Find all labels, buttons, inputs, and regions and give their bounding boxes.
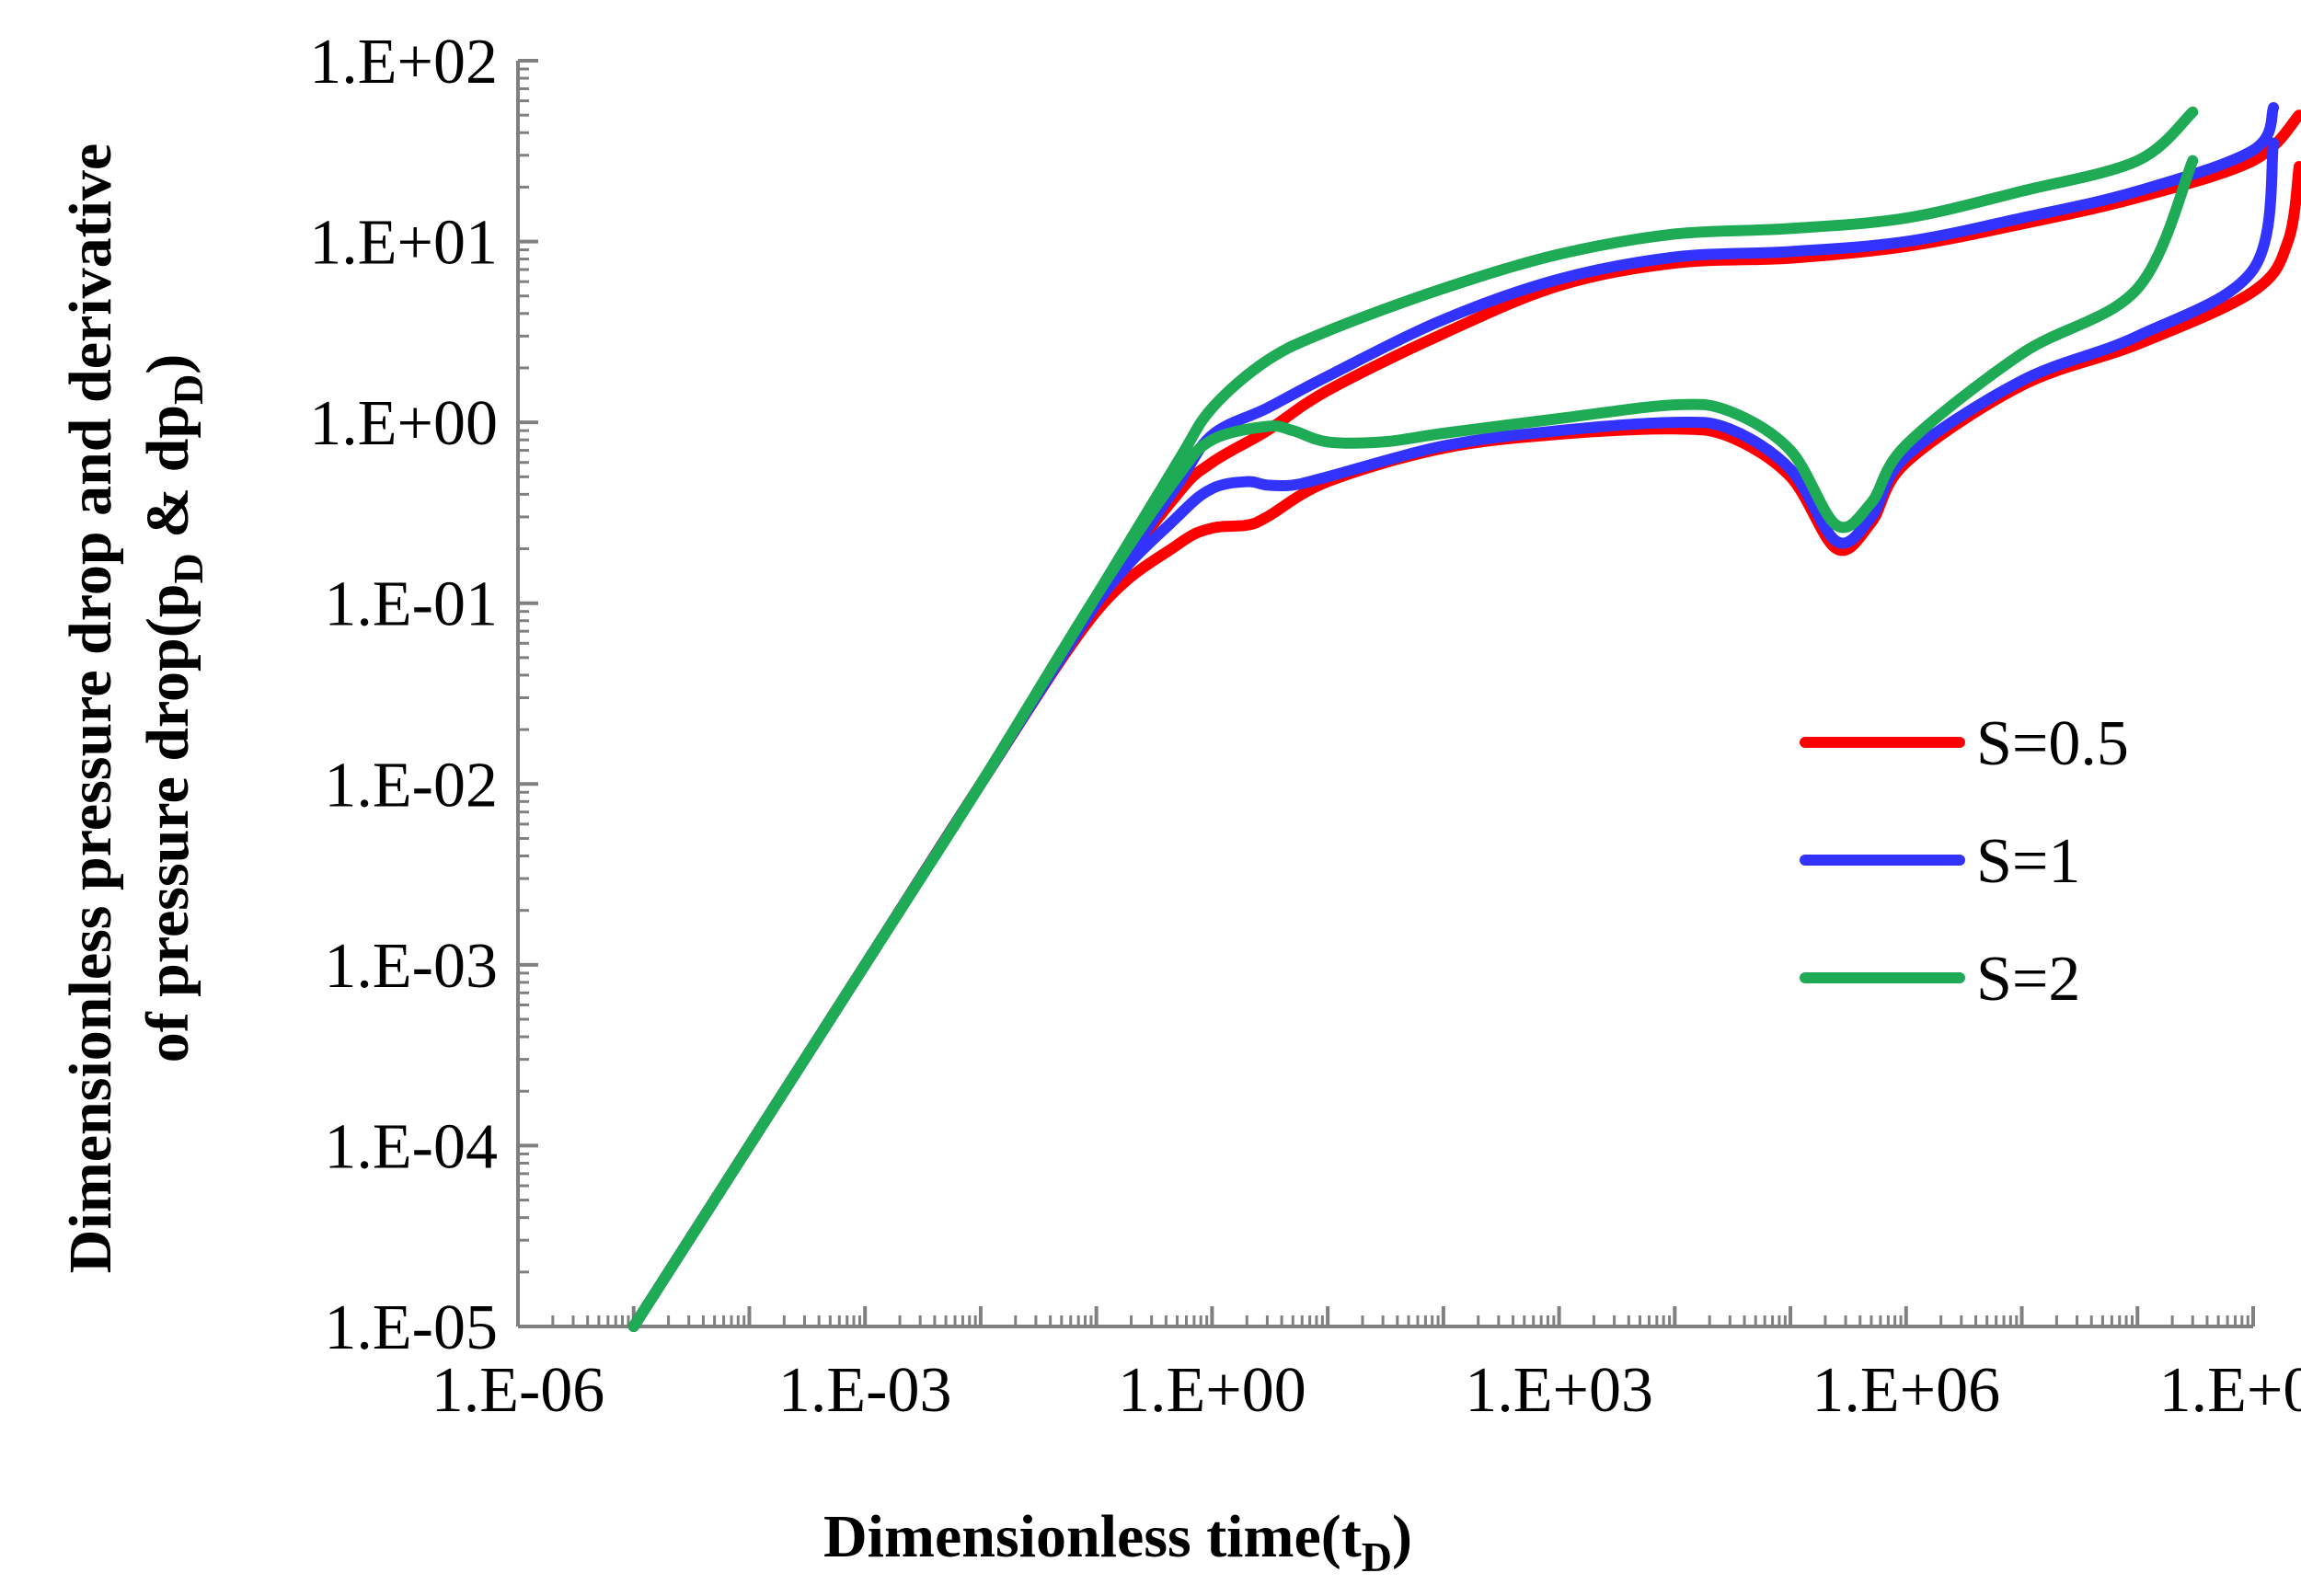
x-axis: 1.E-06 1.E-03 1.E+00 1.E+03 1.E+06 1.E+09 xyxy=(431,1306,2301,1426)
y-tick-label: 1.E+00 xyxy=(309,388,498,459)
y-tick-label: 1.E+01 xyxy=(309,208,498,279)
x-tick-label: 1.E+03 xyxy=(1465,1355,1653,1426)
legend-label-s-2: S=2 xyxy=(1976,944,2080,1015)
y-axis-title: Dimensionless pressure drop and derivati… xyxy=(57,144,212,1273)
legend-label-s-0-5: S=0.5 xyxy=(1976,708,2129,779)
series-group xyxy=(627,102,2301,1332)
x-axis-title: Dimensionless time(tD) xyxy=(823,1503,1412,1580)
y-axis: 1.E-05 1.E-04 1.E-03 1.E-02 1.E-01 1.E+00 1.E+… xyxy=(309,27,538,1363)
x-tick-label: 1.E+09 xyxy=(2159,1355,2301,1426)
y-tick-label: 1.E-02 xyxy=(324,750,498,821)
y-tick-label: 1.E-05 xyxy=(324,1292,498,1363)
legend-label-s-1: S=1 xyxy=(1976,826,2080,897)
x-tick-label: 1.E-06 xyxy=(431,1355,605,1426)
y-tick-label: 1.E-04 xyxy=(324,1111,498,1182)
y-axis-title-line1: Dimensionless pressure drop and derivati… xyxy=(57,144,124,1273)
x-tick-label: 1.E-03 xyxy=(778,1355,952,1426)
y-axis-title-line2: of pressure drop(pD & dpD) xyxy=(134,354,212,1063)
x-tick-label: 1.E+00 xyxy=(1118,1355,1306,1426)
y-tick-label: 1.E+02 xyxy=(309,27,498,98)
series-s-2-derivative-line xyxy=(627,155,2199,1332)
legend: S=0.5 S=1 S=2 xyxy=(1800,708,2129,1015)
y-tick-label: 1.E-03 xyxy=(324,931,498,1002)
x-tick-label: 1.E+06 xyxy=(1812,1355,2000,1426)
series-s-2-pressure-line xyxy=(627,106,2199,1332)
y-tick-label: 1.E-01 xyxy=(324,569,498,640)
